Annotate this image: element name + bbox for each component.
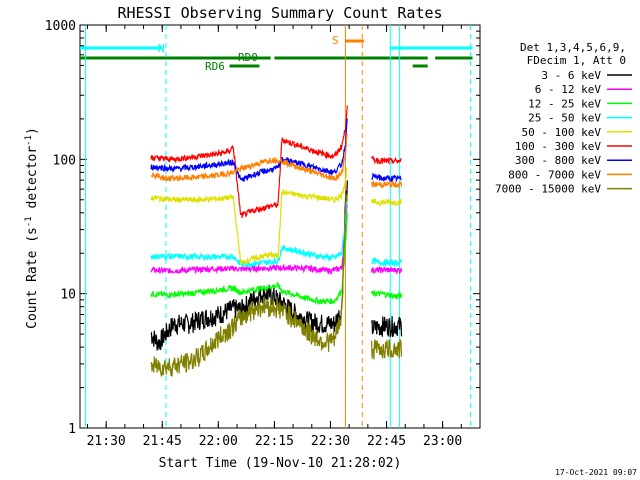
- y-tick-label: 100: [53, 153, 76, 168]
- x-tick-label: 22:00: [199, 434, 238, 449]
- x-tick-label: 22:45: [367, 434, 406, 449]
- y-tick-label: 10: [60, 288, 76, 303]
- y-axis-label-sup1: -1: [24, 216, 34, 227]
- legend: Det 1,3,4,5,6,9,FDecim 1, Att 0 3 - 6 keV…: [495, 41, 632, 196]
- legend-entry-label: 800 - 7000 keV: [508, 168, 601, 181]
- series-line: [150, 105, 348, 218]
- legend-entry-label: 12 - 25 keV: [528, 97, 601, 110]
- flag-label-rd6: RD6: [205, 60, 225, 73]
- series-line: [371, 265, 403, 275]
- legend-header: FDecim 1, Att 0: [527, 54, 626, 67]
- series-line: [150, 167, 348, 266]
- legend-entry-label: 6 - 12 keV: [535, 83, 602, 96]
- series-line: [371, 256, 403, 268]
- series-layer: [150, 105, 403, 378]
- chart-title: RHESSI Observing Summary Count Rates: [117, 4, 442, 22]
- x-axis-label: Start Time (19-Nov-10 21:28:02): [159, 456, 402, 471]
- series-line: [150, 212, 348, 306]
- series-line: [150, 133, 348, 183]
- series-line: [150, 204, 348, 275]
- series-line: [371, 339, 403, 360]
- series-line: [371, 316, 403, 338]
- legend-entry-label: 100 - 300 keV: [515, 140, 601, 153]
- series-line: [371, 290, 403, 301]
- flag-label-n: N: [158, 42, 165, 55]
- x-tick-label: 23:00: [423, 434, 462, 449]
- x-tick-label: 22:15: [255, 434, 294, 449]
- plot-frame: [79, 24, 481, 429]
- x-tick-label: 21:45: [143, 434, 182, 449]
- y-axis-label-sup2: -1: [24, 135, 34, 146]
- y-tick-label: 1000: [45, 19, 76, 34]
- series-line: [150, 193, 348, 378]
- legend-header: Det 1,3,4,5,6,9,: [520, 41, 626, 54]
- y-tick-label: 1: [68, 422, 76, 437]
- series-line: [371, 179, 403, 190]
- y-axis-label: Count Rate (s-1 detector-1): [24, 127, 40, 329]
- series-line: [371, 155, 402, 165]
- y-axis-label-mid: detector: [25, 146, 40, 217]
- legend-entry-label: 25 - 50 keV: [528, 112, 601, 125]
- event-vertical-lines: [85, 25, 472, 428]
- series-line: [150, 196, 348, 269]
- legend-entry-label: 300 - 800 keV: [515, 154, 601, 167]
- y-axis-label-main: Count Rate (s: [25, 227, 40, 329]
- legend-entry-label: 50 - 100 keV: [522, 126, 602, 139]
- x-tick-label: 22:30: [311, 434, 350, 449]
- series-line: [371, 198, 403, 207]
- footer-timestamp: 17-Oct-2021 09:07: [555, 468, 637, 477]
- series-line: [150, 118, 348, 182]
- legend-entry-label: 3 - 6 keV: [541, 69, 601, 82]
- flag-label-s: S: [332, 34, 339, 47]
- plot-axes: 1 10 100 1000 21:30 21:45 22:00 22:15 22:30 22:45…: [45, 19, 481, 449]
- y-axis-label-end: ): [25, 127, 40, 135]
- flag-label-rd0: RD0: [238, 51, 258, 64]
- series-line: [371, 172, 402, 183]
- flag-bars: N S RD0 RD6: [80, 34, 473, 73]
- legend-entry-label: 7000 - 15000 keV: [495, 183, 601, 196]
- x-tick-label: 21:30: [87, 434, 126, 449]
